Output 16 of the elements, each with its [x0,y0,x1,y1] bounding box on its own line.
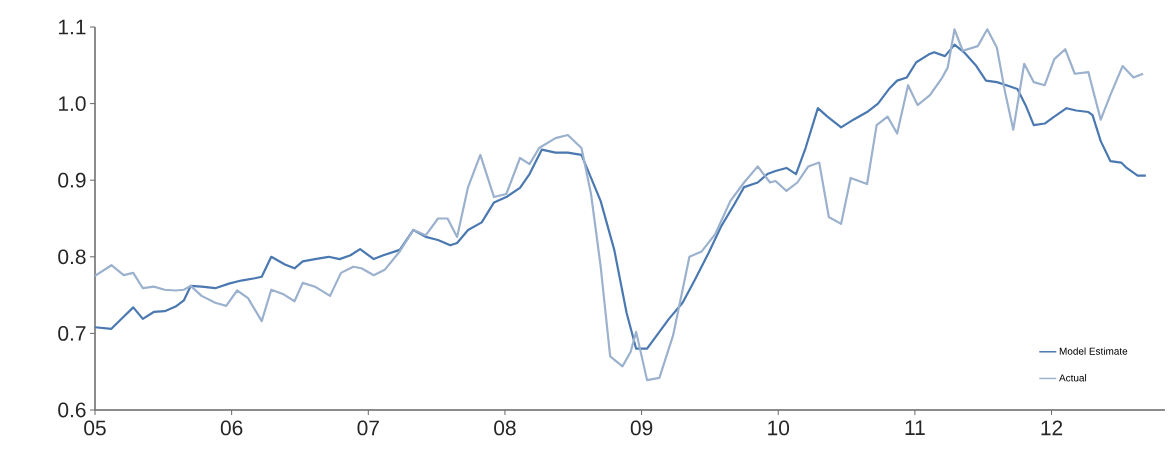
x-tick-label: 10 [768,420,790,436]
y-tick-label: 1.1 [59,19,86,35]
y-tick-label: 0.7 [58,325,86,341]
x-tick-label: 06 [220,420,243,436]
y-tick-label: 0.6 [58,402,86,418]
y-tick-label: 0.8 [58,249,86,265]
x-tick-label: 11 [905,420,925,435]
legend-label: Actual [1059,374,1087,382]
y-tick-label: 1.0 [59,96,86,112]
y-tick-label: 0.9 [58,172,86,188]
legend-label: Model Estimate [1059,347,1128,355]
x-tick-label: 12 [1041,420,1063,436]
x-tick-label: 07 [357,420,379,436]
x-tick-label: 05 [84,420,106,436]
x-tick-label: 08 [494,420,516,436]
x-tick-label: 09 [630,420,653,436]
